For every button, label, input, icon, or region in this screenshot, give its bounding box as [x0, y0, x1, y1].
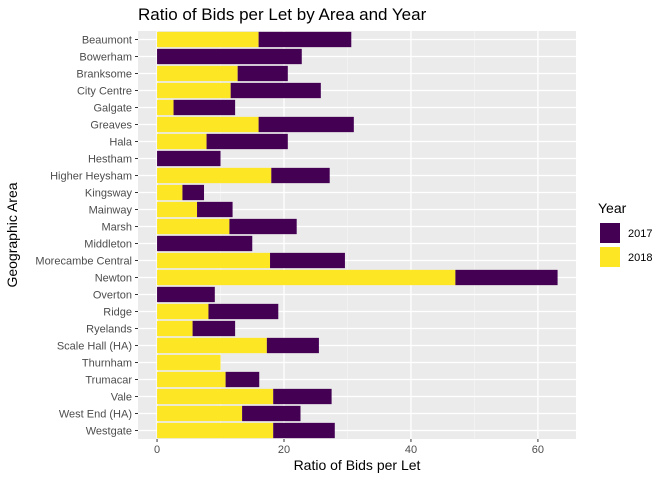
bar-2017	[273, 422, 335, 439]
bar-2018	[157, 320, 193, 337]
bar-2017	[157, 150, 221, 167]
bar-2017	[208, 303, 279, 320]
bar-2017	[225, 371, 260, 388]
bar-2018	[157, 337, 267, 354]
y-tick-label: Hala	[109, 137, 133, 149]
bar-2017	[197, 201, 233, 218]
bar-2017	[273, 388, 332, 405]
bar-2017	[206, 133, 288, 150]
bar-2017	[270, 252, 345, 269]
y-tick-label: West End (HA)	[59, 409, 132, 421]
y-tick-label: Middleton	[84, 239, 132, 251]
y-axis-label: Geographic Area	[4, 182, 20, 287]
bar-2018	[157, 82, 231, 99]
y-tick-label: City Centre	[77, 86, 132, 98]
bar-2018	[157, 133, 207, 150]
bar-2017	[258, 31, 352, 48]
y-tick-label: Vale	[111, 392, 132, 404]
bar-2018	[157, 218, 230, 235]
legend: Year 2017 2018	[598, 200, 652, 267]
bar-2018	[157, 269, 456, 286]
bar-2017	[455, 269, 558, 286]
bar-2018	[157, 422, 274, 439]
y-tick-label: Higher Heysham	[50, 171, 132, 183]
legend-label-2018: 2018	[628, 252, 652, 264]
bar-2018	[157, 354, 221, 371]
bar-2017	[157, 235, 253, 252]
bar-2017	[229, 218, 297, 235]
x-tick-label: 60	[532, 444, 544, 456]
bar-2017	[242, 405, 301, 422]
bar-2018	[157, 99, 174, 116]
y-tick-label: Ryelands	[86, 324, 132, 336]
y-tick-label: Bowerham	[79, 52, 132, 64]
bar-2017	[173, 99, 236, 116]
bar-2018	[157, 405, 243, 422]
y-tick-label: Thurnham	[82, 358, 132, 370]
bar-2018	[157, 201, 198, 218]
bar-2018	[157, 65, 238, 82]
legend-label-2017: 2017	[628, 228, 652, 240]
legend-swatch-2017	[600, 223, 620, 243]
bar-2018	[157, 31, 259, 48]
bar-2017	[157, 48, 302, 65]
bar-2017	[258, 116, 354, 133]
bar-2018	[157, 303, 209, 320]
bar-2018	[157, 167, 272, 184]
y-tick-label: Greaves	[90, 120, 132, 132]
legend-swatch-2018	[600, 247, 620, 267]
y-tick-label: Mainway	[89, 205, 133, 217]
x-tick-label: 40	[405, 444, 417, 456]
y-tick-label: Marsh	[101, 222, 132, 234]
y-tick-label: Newton	[95, 273, 132, 285]
bar-2018	[157, 184, 183, 201]
bar-2017	[271, 167, 330, 184]
y-tick-label: Scale Hall (HA)	[57, 341, 132, 353]
y-tick-label: Hestham	[88, 154, 132, 166]
y-tick-label: Trumacar	[85, 375, 132, 387]
y-tick-label: Kingsway	[85, 188, 133, 200]
bar-2017	[182, 184, 205, 201]
bar-2018	[157, 116, 259, 133]
y-tick-label: Galgate	[93, 103, 132, 115]
bar-2018	[157, 252, 271, 269]
y-tick-label: Westgate	[86, 426, 132, 438]
bar-2018	[157, 388, 274, 405]
y-tick-label: Overton	[93, 290, 132, 302]
bar-2017	[157, 286, 215, 303]
y-tick-label: Ridge	[103, 307, 132, 319]
x-tick-label: 0	[154, 444, 160, 456]
x-axis-label: Ratio of Bids per Let	[294, 457, 421, 473]
panel-background	[138, 31, 576, 439]
bar-2017	[266, 337, 319, 354]
bar-2018	[157, 371, 226, 388]
chart-title: Ratio of Bids per Let by Area and Year	[138, 5, 427, 24]
bar-2017	[237, 65, 288, 82]
y-tick-label: Morecambe Central	[35, 256, 132, 268]
bar-2017	[230, 82, 321, 99]
y-tick-label: Branksome	[76, 69, 132, 81]
x-tick-label: 20	[278, 444, 290, 456]
y-tick-label: Beaumont	[82, 35, 132, 47]
bar-2017	[192, 320, 236, 337]
legend-title: Year	[598, 200, 627, 216]
